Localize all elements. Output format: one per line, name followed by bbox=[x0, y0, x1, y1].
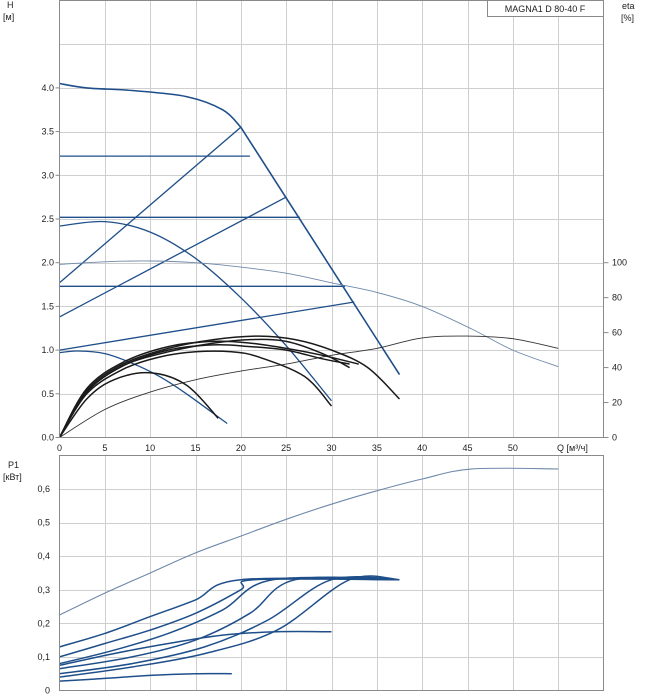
power-series-line bbox=[59, 575, 400, 675]
eta-tick-label: 0 bbox=[612, 433, 617, 443]
flow-tick-label: 45 bbox=[462, 443, 472, 453]
flow-tick-label: 10 bbox=[145, 443, 155, 453]
power-tick-label: 0,6 bbox=[37, 484, 50, 494]
head-series-line bbox=[59, 335, 559, 438]
head-tick-label: 0.0 bbox=[41, 433, 54, 443]
head-tick-label: 1.5 bbox=[41, 301, 54, 311]
model-label-box bbox=[487, 0, 604, 17]
head-grid bbox=[59, 0, 604, 438]
flow-tick-label: 50 bbox=[508, 443, 518, 453]
power-ticks: 0 0,1 0,2 0,3 0,4 0,5 0,6 bbox=[37, 484, 50, 695]
power-tick-label: 0,2 bbox=[37, 618, 50, 628]
eta-tick-label: 20 bbox=[612, 398, 622, 408]
head-series-line bbox=[58, 344, 350, 438]
head-series-line bbox=[59, 301, 355, 351]
head-series-line bbox=[59, 350, 228, 425]
power-series-line bbox=[59, 576, 400, 670]
eta-tick-label: 60 bbox=[612, 328, 622, 338]
flow-tick-label: 20 bbox=[236, 443, 246, 453]
head-series bbox=[58, 82, 559, 438]
eta-axis-unit: [%] bbox=[621, 13, 634, 23]
power-axis-unit: [кВт] bbox=[3, 472, 22, 482]
head-series-line bbox=[58, 340, 359, 438]
head-tick-label: 1.0 bbox=[41, 345, 54, 355]
flow-tick-label: 5 bbox=[102, 443, 107, 453]
eta-tick-label: 80 bbox=[612, 293, 622, 303]
power-series bbox=[59, 467, 559, 682]
flow-axis-label: Q [м³/ч] bbox=[557, 443, 588, 453]
power-series-line bbox=[59, 575, 400, 678]
head-series-line bbox=[58, 335, 401, 438]
flow-tick-label: 35 bbox=[372, 443, 382, 453]
head-series-line bbox=[59, 260, 559, 368]
power-series-line bbox=[59, 577, 400, 648]
power-series-line bbox=[59, 467, 559, 616]
power-tick-label: 0,3 bbox=[37, 585, 50, 595]
flow-tick-label: 15 bbox=[190, 443, 200, 453]
head-tick-label: 4.0 bbox=[41, 83, 54, 93]
head-tick-label: 2.5 bbox=[41, 214, 54, 224]
head-plot-frame bbox=[59, 0, 604, 438]
head-series-line bbox=[59, 196, 287, 318]
flow-tick-label: 25 bbox=[281, 443, 291, 453]
power-tick-label: 0 bbox=[45, 686, 50, 696]
head-axis-label: H bbox=[7, 0, 14, 10]
power-series-line bbox=[59, 672, 232, 682]
power-plot-frame bbox=[59, 455, 604, 691]
head-axis-unit: [м] bbox=[3, 12, 14, 22]
eta-tick-label: 40 bbox=[612, 363, 622, 373]
head-ticks: 0 5 10 15 20 25 30 35 40 45 50 0.0 0.5 1.0 1.5 2.0 2.5 3.… bbox=[41, 83, 627, 453]
head-tick-label: 0.5 bbox=[41, 389, 54, 399]
power-series-line bbox=[59, 630, 332, 667]
head-series-line bbox=[59, 126, 242, 284]
head-tick-label: 3.5 bbox=[41, 127, 54, 137]
head-series-line bbox=[59, 82, 401, 376]
head-series-line bbox=[59, 220, 333, 402]
model-label: MAGNA1 D 80-40 F bbox=[505, 4, 586, 14]
flow-tick-label: 30 bbox=[326, 443, 336, 453]
power-axis-label: P1 bbox=[8, 460, 19, 470]
eta-axis-label: eta bbox=[622, 1, 635, 11]
eta-tick-label: 100 bbox=[612, 258, 627, 268]
power-tick-label: 0,1 bbox=[37, 652, 50, 662]
flow-tick-label: 0 bbox=[57, 443, 62, 453]
flow-tick-label: 40 bbox=[417, 443, 427, 453]
head-tick-label: 2.0 bbox=[41, 258, 54, 268]
head-series-line bbox=[58, 350, 333, 438]
power-tick-label: 0,4 bbox=[37, 551, 50, 561]
head-series-line bbox=[58, 371, 219, 438]
head-tick-label: 3.0 bbox=[41, 170, 54, 180]
power-tick-label: 0,5 bbox=[37, 518, 50, 528]
